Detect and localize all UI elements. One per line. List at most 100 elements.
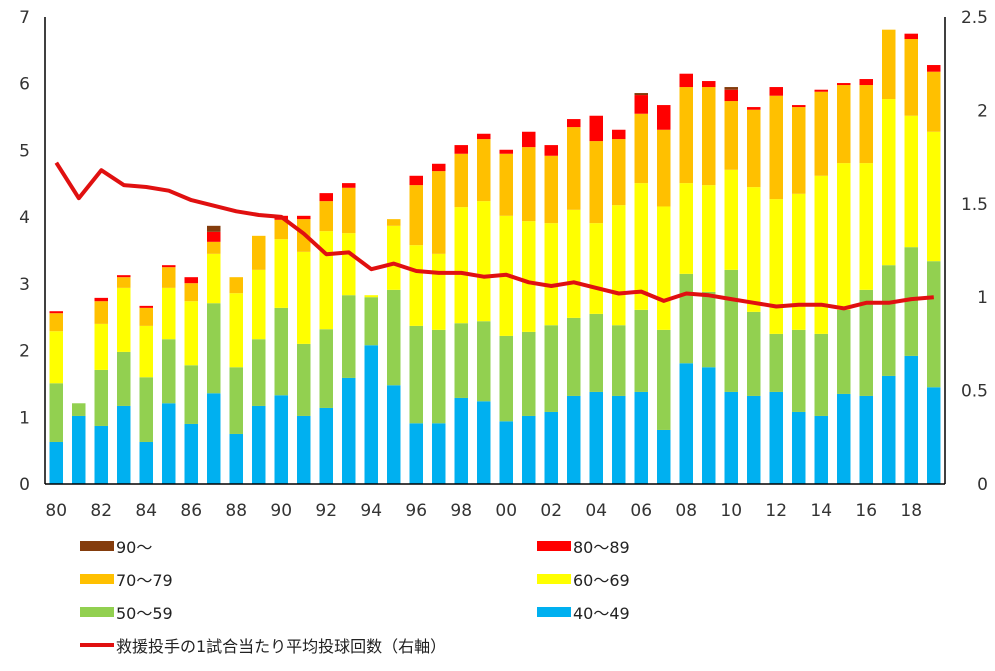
y-left-tick-label: 2 [19,342,30,362]
legend-color-swatch [537,574,571,584]
bar-segment-1982-60～69 [94,323,108,370]
x-tick-label: 94 [360,501,382,520]
bar-segment-2019-60～69 [927,131,941,262]
bar-segment-2019-80～89 [927,65,941,72]
bar-segment-2005-70～79 [612,139,626,206]
bar-segment-1995-70～79 [387,219,401,226]
bar-segment-2000-70～79 [499,153,513,216]
bar-segment-2000-50～59 [499,335,513,422]
bar-segment-2007-80～89 [657,105,671,130]
bar-segment-2016-70～79 [859,85,873,164]
bar-segment-1988-40～49 [229,433,243,484]
bar-segment-2013-40～49 [792,411,806,484]
bar-segment-2006-90～ [634,93,648,96]
bar-segment-2002-80～89 [544,145,558,156]
bar-segment-2010-90～ [724,87,738,90]
bar-segment-1996-70～79 [409,185,423,246]
bar-segment-1987-60～69 [207,253,221,304]
bar-segment-2006-80～89 [634,95,648,114]
bar-segment-2014-80～89 [814,89,828,92]
bar-segment-1985-80～89 [162,265,176,268]
bar-segment-1998-40～49 [454,397,468,484]
bar-segment-2007-40～49 [657,429,671,484]
y-left-tick-label: 4 [19,208,30,228]
bar-segment-2001-70～79 [522,147,536,222]
bar-segment-2004-40～49 [589,391,603,484]
y-left-tick-label: 3 [19,275,30,295]
bar-segment-2006-70～79 [634,113,648,184]
bar-segment-2014-60～69 [814,175,828,334]
y-right-tick-label: 1.5 [961,195,988,215]
bar-segment-2018-60～69 [904,115,918,248]
bar-segment-2005-60～69 [612,205,626,326]
x-tick-label: 14 [810,501,832,520]
bar-segment-1990-40～49 [274,395,288,484]
legend-color-swatch [80,541,114,551]
bar-segment-1980-70～79 [49,313,63,332]
bar-segment-1981-40～49 [72,415,86,484]
bar-segment-1983-70～79 [117,277,131,288]
bar-segment-2005-80～89 [612,129,626,140]
x-tick-label: 04 [585,501,607,520]
legend-line-swatch [80,643,114,647]
x-tick-label: 18 [900,501,922,520]
bar-segment-2015-40～49 [837,393,851,484]
bar-segment-1997-60～69 [432,253,446,330]
bar-segment-1987-50～59 [207,303,221,394]
bar-segment-1990-60～69 [274,239,288,308]
bar-segment-1987-70～79 [207,241,221,254]
x-tick-label: 84 [135,501,157,520]
bar-segment-1983-40～49 [117,405,131,484]
y-right-tick-label: 0.5 [961,382,988,402]
bar-segment-1995-60～69 [387,225,401,290]
bar-segment-1984-60～69 [139,325,153,378]
bar-segment-2006-60～69 [634,183,648,310]
bar-segment-2015-50～59 [837,309,851,394]
bar-segment-1989-50～59 [252,339,266,406]
bar-segment-1993-80～89 [342,183,356,188]
bar-segment-2013-50～59 [792,329,806,412]
bar-segment-1980-50～59 [49,383,63,442]
bar-segment-2013-80～89 [792,105,806,108]
bar-segment-2005-50～59 [612,325,626,396]
bar-segment-2017-70～79 [882,29,896,100]
bar-segment-2010-40～49 [724,391,738,484]
y-left-tick-label: 1 [19,408,30,428]
bar-segment-2017-50～59 [882,265,896,376]
bar-segment-2017-60～69 [882,99,896,266]
bar-segment-2004-60～69 [589,223,603,314]
x-tick-label: 02 [540,501,562,520]
bar-segment-2001-40～49 [522,415,536,484]
bar-segment-2002-70～79 [544,155,558,224]
legend-label: 60～69 [573,571,630,590]
bar-segment-2019-40～49 [927,387,941,484]
bar-segment-2016-60～69 [859,163,873,290]
legend-item: 80～89 [537,534,630,558]
bar-segment-2016-40～49 [859,395,873,484]
x-tick-label: 08 [675,501,697,520]
bar-segment-1992-60～69 [319,231,333,330]
bar-segment-1983-80～89 [117,275,131,278]
bar-segment-1999-70～79 [477,139,491,202]
bar-segment-1999-60～69 [477,201,491,322]
x-tick-label: 96 [405,501,427,520]
bar-segment-2010-80～89 [724,89,738,102]
legend-label: 70～79 [116,571,173,590]
line-series-avg-innings [54,161,934,311]
bar-segment-2011-70～79 [747,109,761,188]
bar-segment-2015-60～69 [837,163,851,310]
bar-segment-2018-40～49 [904,355,918,484]
bar-segment-1985-60～69 [162,287,176,340]
bar-segment-1991-60～69 [297,251,311,344]
bar-segment-1985-50～59 [162,339,176,404]
bar-segment-1990-50～59 [274,307,288,396]
bar-segment-1980-60～69 [49,331,63,384]
x-tick-label: 00 [495,501,517,520]
bar-segment-1989-70～79 [252,235,266,270]
bar-segment-1985-70～79 [162,267,176,288]
bar-segment-2016-50～59 [859,289,873,396]
bar-segment-2009-70～79 [702,87,716,186]
bar-segment-2001-60～69 [522,221,536,332]
bar-segment-1980-40～49 [49,441,63,484]
bar-segment-1996-80～89 [409,175,423,186]
